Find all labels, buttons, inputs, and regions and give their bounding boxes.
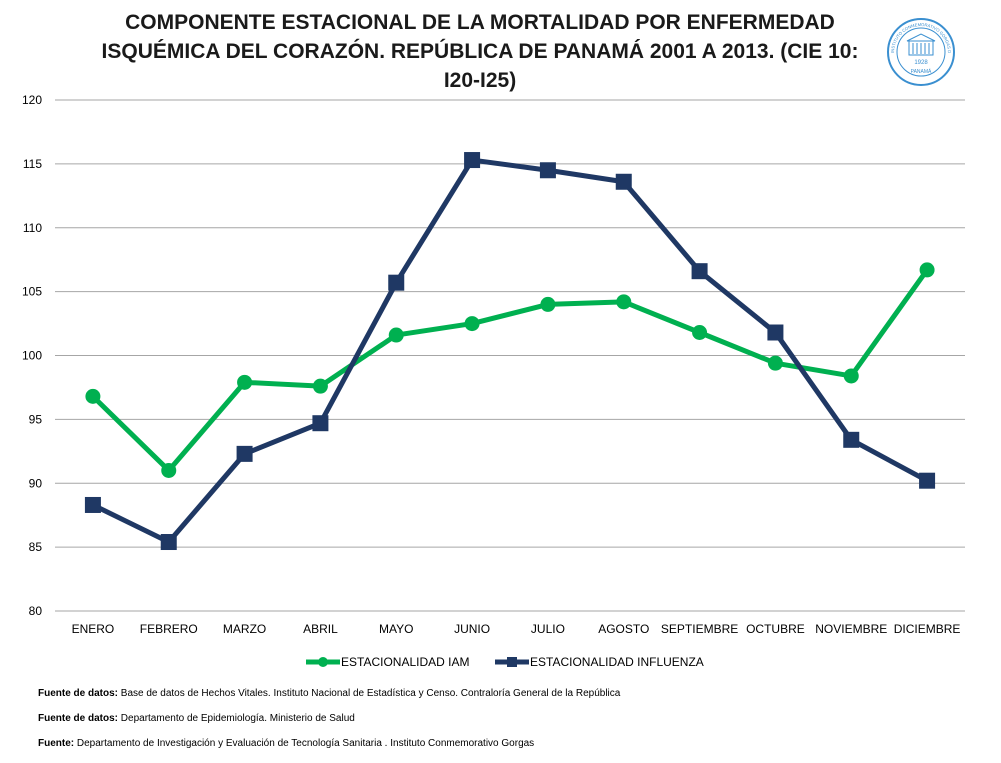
data-point [312, 378, 328, 394]
legend-marker [507, 657, 517, 667]
x-tick-label: DICIEMBRE [894, 622, 961, 636]
footnotes: Fuente de datos: Base de datos de Hechos… [38, 688, 620, 763]
data-point [84, 496, 101, 513]
x-tick-label: SEPTIEMBRE [661, 622, 738, 636]
x-tick-label: AGOSTO [598, 622, 649, 636]
x-tick-label: OCTUBRE [746, 622, 805, 636]
x-tick-label: ABRIL [303, 622, 338, 636]
x-tick-label: FEBRERO [140, 622, 198, 636]
footnote: Fuente: Departamento de Investigación y … [38, 738, 620, 750]
logo-text-bottom: PANAMÁ [911, 68, 932, 75]
footnote-label: Fuente de datos: [38, 688, 119, 699]
data-point [615, 173, 632, 190]
chart-title-line: COMPONENTE ESTACIONAL DE LA MORTALIDAD P… [125, 11, 835, 34]
chart-title-line: ISQUÉMICA DEL CORAZÓN. REPÚBLICA DE PANA… [101, 40, 859, 63]
data-point [388, 274, 405, 291]
y-tick-label: 115 [23, 157, 42, 171]
data-point [767, 324, 784, 341]
chart-title: COMPONENTE ESTACIONAL DE LA MORTALIDAD P… [80, 8, 880, 95]
y-tick-label: 90 [29, 476, 43, 490]
institution-seal-icon: INSTITUTO CONMEMORATIVO GORGAS DE ESTUDI… [882, 17, 955, 86]
footnote-text: Base de datos de Hechos Vitales. Institu… [120, 688, 621, 699]
legend-label: ESTACIONALIDAD IAM [341, 655, 469, 669]
data-point [464, 316, 480, 332]
footnote-text: Departamento de Investigación y Evaluaci… [76, 738, 535, 749]
series-line [91, 157, 929, 545]
x-tick-label: JULIO [531, 622, 565, 636]
y-tick-label: 120 [22, 93, 42, 107]
data-point [160, 534, 177, 551]
data-point [237, 374, 253, 390]
data-point [464, 152, 481, 169]
data-point [919, 472, 936, 489]
data-point [919, 262, 935, 278]
x-tick-label: MAYO [379, 622, 413, 636]
y-tick-label: 95 [29, 412, 43, 426]
legend-label: ESTACIONALIDAD INFLUENZA [530, 655, 704, 669]
y-tick-label: 110 [23, 221, 42, 235]
y-tick-label: 100 [22, 349, 42, 363]
footnote: Fuente de datos: Departamento de Epidemi… [38, 713, 620, 725]
legend-marker [318, 657, 328, 667]
footnote-label: Fuente de datos: [38, 713, 119, 724]
data-point [388, 327, 404, 343]
data-point [539, 162, 556, 179]
footnote: Fuente de datos: Base de datos de Hechos… [38, 688, 620, 700]
line-chart: 80 85 90 95 100 105 110 115 120 ENERO FEBRERO MARZO… [22, 93, 965, 669]
data-point [616, 294, 632, 310]
data-point [85, 388, 101, 404]
data-point [161, 462, 177, 478]
footnote-label: Fuente: [38, 738, 75, 749]
x-tick-label: MARZO [223, 622, 266, 636]
data-point [691, 263, 708, 280]
x-tick-label: JUNIO [454, 622, 490, 636]
y-tick-label: 85 [29, 540, 43, 554]
series-line [91, 268, 930, 473]
data-point [843, 431, 860, 448]
data-point [767, 355, 783, 371]
y-tick-label: 80 [29, 604, 43, 618]
x-tick-label: NOVIEMBRE [815, 622, 887, 636]
logo-year: 1928 [914, 60, 928, 66]
data-point [843, 368, 859, 384]
footnote-text: Departamento de Epidemiología. Ministeri… [120, 713, 355, 724]
data-point [312, 415, 329, 432]
y-tick-label: 105 [22, 285, 42, 299]
data-point [236, 445, 253, 462]
data-point [540, 296, 556, 312]
chart-title-line: I20-I25) [443, 69, 517, 92]
x-tick-label: ENERO [72, 622, 115, 636]
data-point [692, 325, 708, 341]
